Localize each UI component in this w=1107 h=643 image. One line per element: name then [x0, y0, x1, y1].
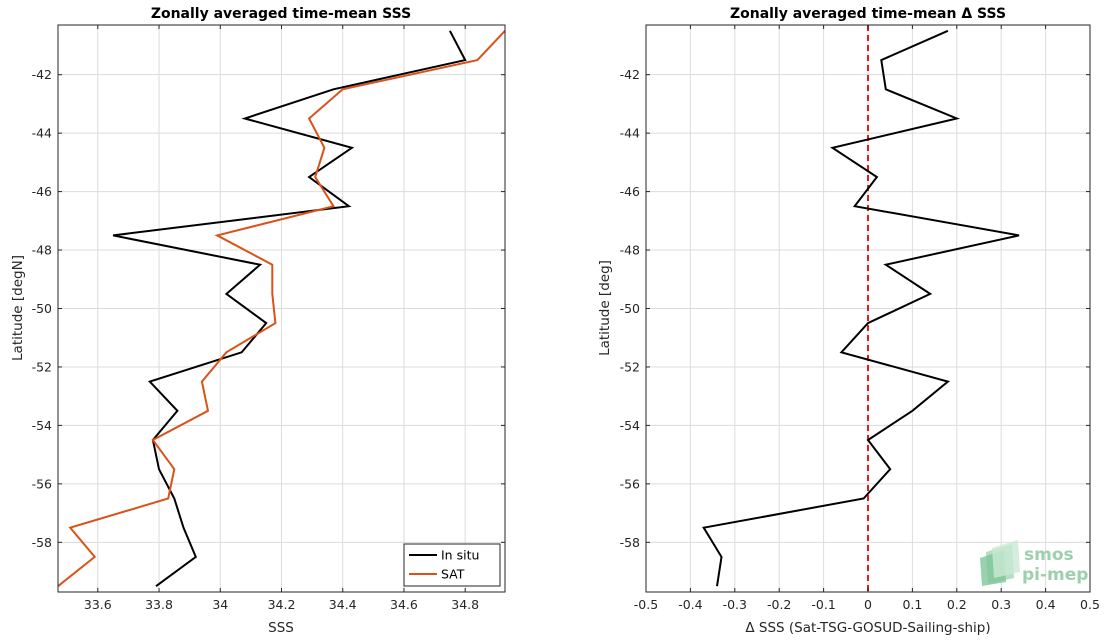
y-tick-label: -54: [32, 418, 52, 433]
y-tick-label: -58: [620, 535, 640, 550]
y-tick-label: -42: [32, 67, 52, 82]
legend-sat-label: SAT: [441, 567, 465, 582]
y-tick-label: -50: [32, 301, 52, 316]
right-x-axis-label: Δ SSS (Sat-TSG-GOSUD-Sailing-ship): [745, 620, 990, 636]
x-tick-label: 34.2: [268, 597, 296, 612]
y-tick-label: -58: [32, 535, 52, 550]
y-tick-label: -52: [32, 359, 52, 374]
x-tick-label: -0.1: [811, 597, 835, 612]
y-tick-label: -56: [32, 476, 52, 491]
y-tick-label: -48: [620, 243, 640, 258]
x-tick-label: 34.4: [329, 597, 357, 612]
left-ticks: 33.6 33.8 34 34.2 34.4 34.6 34.8 -58 -56 -54 -52 -5…: [32, 25, 505, 612]
right-ticks: -0.5 -0.4 -0.3 -0.2 -0.1 0 0.1 0.2 0.3 0.4 0.5 -58 -…: [620, 25, 1100, 612]
x-tick-label: -0.4: [678, 597, 702, 612]
x-tick-label: 0.1: [902, 597, 922, 612]
x-tick-label: 33.6: [84, 597, 112, 612]
left-x-axis-label: SSS: [268, 620, 294, 636]
y-tick-label: -48: [32, 243, 52, 258]
right-chart-panel: -0.5 -0.4 -0.3 -0.2 -0.1 0 0.1 0.2 0.3 0.4 0.5 -58 -…: [597, 6, 1100, 636]
logo-line1: smos: [1024, 545, 1074, 565]
legend-box: [403, 543, 501, 587]
x-tick-label: -0.2: [767, 597, 791, 612]
left-chart-panel: 33.6 33.8 34 34.2 34.4 34.6 34.8 -58 -56 -54 -52 -5…: [10, 6, 506, 636]
smos-pi-mep-logo: smos pi-mep: [980, 540, 1088, 586]
left-chart-title: Zonally averaged time-mean SSS: [151, 6, 411, 22]
y-tick-label: -42: [620, 67, 640, 82]
x-tick-label: 0.4: [1036, 597, 1056, 612]
x-tick-label: 34.8: [451, 597, 479, 612]
y-tick-label: -44: [620, 126, 640, 141]
logo-line2: pi-mep: [1022, 565, 1088, 585]
x-tick-label: 34: [212, 597, 228, 612]
x-tick-label: 0.2: [947, 597, 967, 612]
legend-insitu-label: In situ: [441, 548, 479, 563]
x-tick-label: -0.3: [723, 597, 747, 612]
x-tick-label: 33.8: [145, 597, 173, 612]
x-tick-label: -0.5: [634, 597, 658, 612]
y-tick-label: -52: [620, 359, 640, 374]
logo-mark-icon: [980, 540, 1020, 586]
right-series: [702, 25, 1020, 592]
series-line-delta-0: [702, 29, 1020, 587]
y-tick-label: -56: [620, 476, 640, 491]
y-tick-label: -46: [32, 184, 52, 199]
y-tick-label: -46: [620, 184, 640, 199]
x-tick-label: 0.3: [991, 597, 1011, 612]
y-tick-label: -50: [620, 301, 640, 316]
series-line-sat: [57, 30, 506, 587]
left-legend: In situ SAT: [403, 543, 501, 587]
left-y-axis-label: Latitude [degN]: [10, 255, 26, 361]
y-tick-label: -54: [620, 418, 640, 433]
y-tick-label: -44: [32, 126, 52, 141]
x-tick-label: 0: [864, 597, 872, 612]
left-grid: [58, 25, 505, 592]
right-y-axis-label: Latitude [deg]: [597, 260, 613, 356]
series-line-in-situ: [112, 30, 467, 588]
x-tick-label: 34.6: [390, 597, 418, 612]
x-tick-label: 0.5: [1080, 597, 1100, 612]
right-chart-title: Zonally averaged time-mean Δ SSS: [730, 6, 1006, 22]
left-series: [57, 30, 506, 588]
